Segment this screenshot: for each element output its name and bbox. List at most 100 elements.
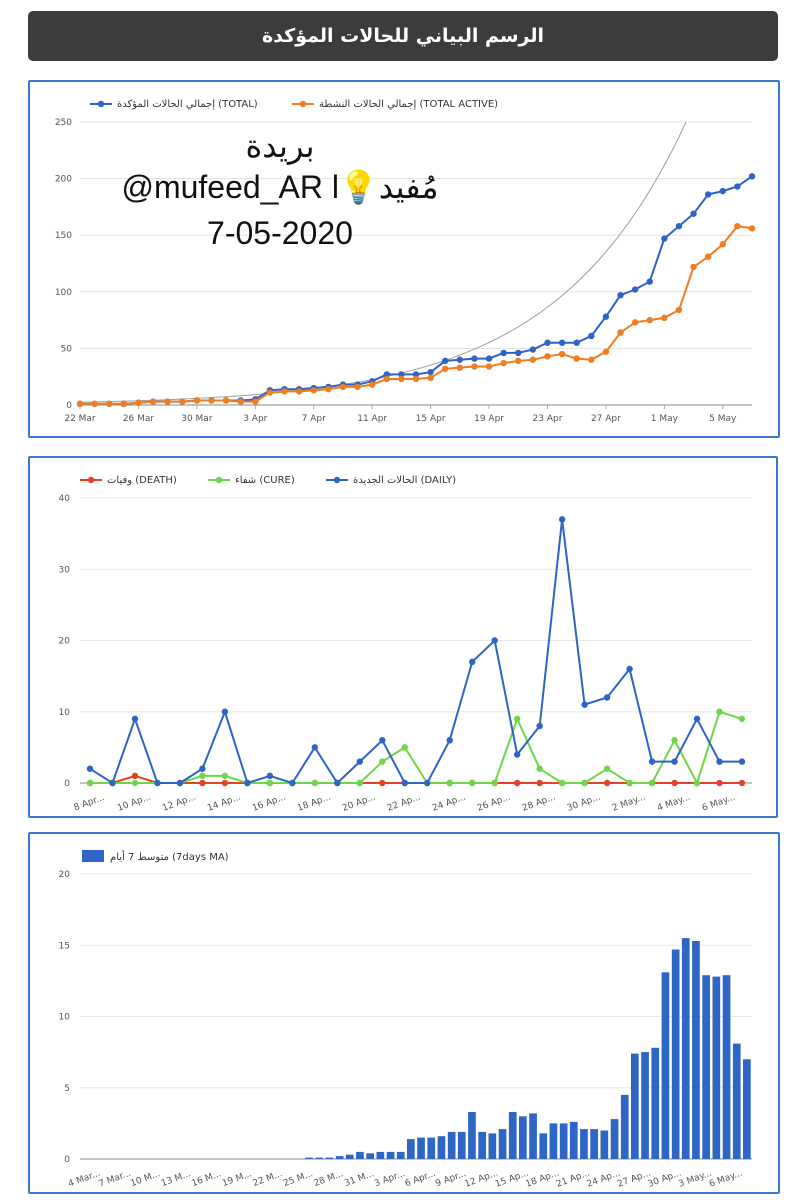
trendline <box>79 121 687 403</box>
data-point <box>602 348 610 355</box>
y-tick-label: 0 <box>66 401 72 411</box>
ma-bar <box>407 1139 415 1159</box>
y-tick-label: 20 <box>59 870 71 880</box>
y-tick-label: 200 <box>55 175 72 185</box>
data-point <box>310 387 317 394</box>
ma-bar <box>569 1121 578 1159</box>
x-tick-label: 10 M... <box>129 1169 161 1189</box>
x-tick-label: 7 Apr <box>302 414 326 424</box>
data-point <box>748 173 756 180</box>
data-point <box>693 715 701 723</box>
data-point <box>446 737 453 744</box>
x-tick-label: 23 Apr <box>533 414 563 424</box>
x-tick-label: 13 M... <box>160 1169 192 1189</box>
ma-bar <box>457 1131 466 1159</box>
ma-bar <box>376 1151 385 1159</box>
x-tick-label: 18 Ap... <box>525 1168 561 1189</box>
x-tick-label: 7 Mar... <box>98 1169 133 1190</box>
data-point <box>398 371 405 378</box>
ma-bar <box>580 1129 588 1159</box>
data-point <box>149 398 157 405</box>
x-tick-label: 26 Ap... <box>476 792 512 813</box>
x-tick-label: 30 Ap... <box>647 1168 683 1189</box>
data-point <box>573 339 580 346</box>
data-point <box>120 400 128 408</box>
ma-bar <box>620 1094 629 1159</box>
series-line-cure <box>90 710 743 786</box>
x-tick-label: 15 Apr <box>416 414 446 424</box>
x-tick-label: 26 Mar <box>123 414 155 424</box>
data-point <box>602 313 610 320</box>
data-point <box>334 779 341 787</box>
data-point <box>221 772 229 780</box>
ma-bar <box>641 1052 649 1159</box>
legend-swatch <box>82 850 104 862</box>
data-point <box>529 346 537 353</box>
data-point <box>544 339 551 346</box>
data-point <box>471 355 478 362</box>
x-tick-label: 18 Ap... <box>296 792 332 813</box>
y-tick-label: 20 <box>59 637 71 647</box>
data-point <box>91 400 98 408</box>
x-tick-label: 21 Ap... <box>555 1168 591 1189</box>
x-tick-label: 14 Ap... <box>206 792 242 813</box>
data-point <box>738 758 746 765</box>
total-cases-chart-panel: 0 50 100 150 200 250 22 Mar 26 Mar 30 Mar 3 Apr 7 … <box>28 80 780 438</box>
daily-cases-chart-panel: 0 10 20 30 40 8 Apr... 10 Ap... 12 Ap... 14 Ap..… <box>28 456 778 818</box>
data-point <box>266 779 274 787</box>
x-tick-label: 1 May <box>651 414 679 424</box>
x-tick-label: 6 Apr... <box>404 1169 437 1189</box>
data-point <box>716 708 723 715</box>
data-point <box>199 765 206 772</box>
data-point <box>748 225 756 232</box>
data-point <box>603 779 611 787</box>
legend-label: إجمالي الحالات النشطة (TOTAL ACTIVE) <box>319 99 498 110</box>
data-point <box>442 357 449 365</box>
watermark-handle: @mufeed_AR l💡مُفيد <box>121 169 438 205</box>
ma-bar <box>712 976 721 1159</box>
data-point <box>401 779 408 787</box>
data-point <box>266 389 274 396</box>
x-tick-label: 15 Ap... <box>494 1168 530 1189</box>
legend-marker <box>299 100 307 108</box>
data-point <box>427 368 434 376</box>
ma-bar <box>559 1123 568 1159</box>
data-point <box>738 715 746 723</box>
data-point <box>446 779 453 787</box>
ma-bar <box>468 1112 476 1159</box>
data-point <box>513 751 521 758</box>
data-point <box>379 737 386 744</box>
data-point <box>86 779 94 787</box>
data-point <box>424 779 431 787</box>
ma-bar <box>539 1133 548 1159</box>
data-point <box>719 187 726 195</box>
data-point <box>716 758 723 765</box>
data-point <box>581 779 588 787</box>
x-tick-label: 3 Apr... <box>373 1169 406 1189</box>
data-point <box>738 779 746 787</box>
data-point <box>671 737 678 744</box>
total-cases-chart: 0 50 100 150 200 250 22 Mar 26 Mar 30 Mar 3 Apr 7 … <box>55 99 756 424</box>
data-point <box>704 191 712 198</box>
x-tick-label: 30 Ap... <box>566 792 602 813</box>
data-point <box>383 375 390 383</box>
x-tick-label: 9 Apr... <box>434 1169 467 1189</box>
watermark-city: بريدة <box>245 128 314 165</box>
ma-bar <box>396 1151 405 1159</box>
x-tick-label: 22 Mar <box>64 414 96 424</box>
data-point <box>456 356 464 363</box>
x-tick-label: 2 May... <box>611 793 647 814</box>
data-point <box>76 400 84 408</box>
data-point <box>356 758 363 765</box>
legend-marker <box>333 476 341 484</box>
data-point <box>588 356 595 363</box>
ma-bar <box>366 1153 374 1159</box>
ma-bar <box>600 1130 609 1159</box>
data-point <box>295 388 303 395</box>
legend-marker <box>215 476 223 484</box>
data-point <box>281 388 288 395</box>
watermark-date: 7-05-2020 <box>207 215 353 251</box>
data-point <box>176 779 184 787</box>
ma-bar <box>519 1116 527 1160</box>
legend-label: شفاء (CURE) <box>235 475 295 486</box>
